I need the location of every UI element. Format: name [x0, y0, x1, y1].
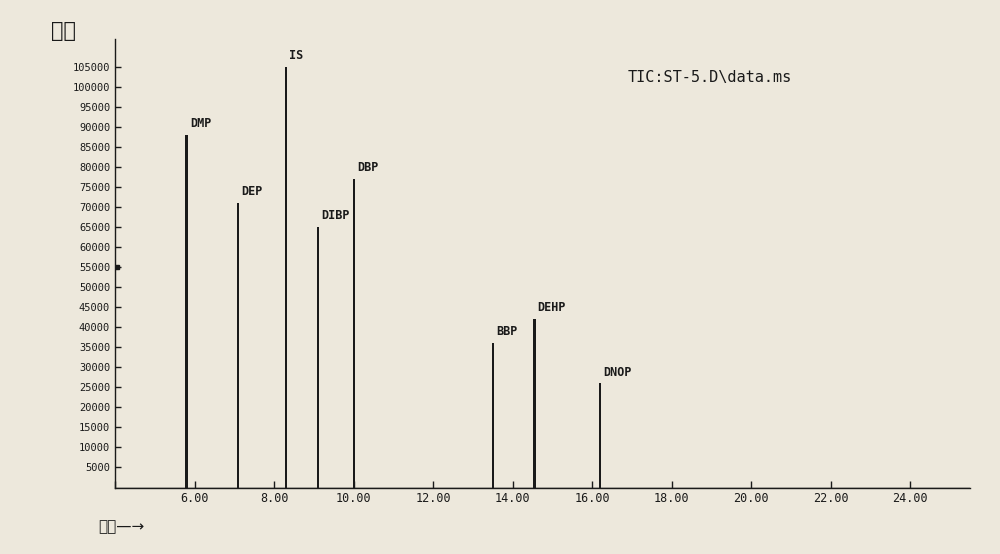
Text: BBP: BBP — [496, 325, 517, 338]
Text: DEHP: DEHP — [538, 301, 566, 315]
Text: DIBP: DIBP — [321, 209, 349, 222]
Text: IS: IS — [289, 49, 303, 62]
Text: TIC:ST-5.D\data.ms: TIC:ST-5.D\data.ms — [628, 70, 792, 85]
Text: DEP: DEP — [241, 185, 263, 198]
Text: DMP: DMP — [190, 117, 211, 130]
Text: DNOP: DNOP — [603, 366, 632, 378]
Text: 时间—→: 时间—→ — [98, 519, 144, 534]
Text: 丰度: 丰度 — [51, 21, 76, 41]
Text: DBP: DBP — [357, 161, 378, 174]
